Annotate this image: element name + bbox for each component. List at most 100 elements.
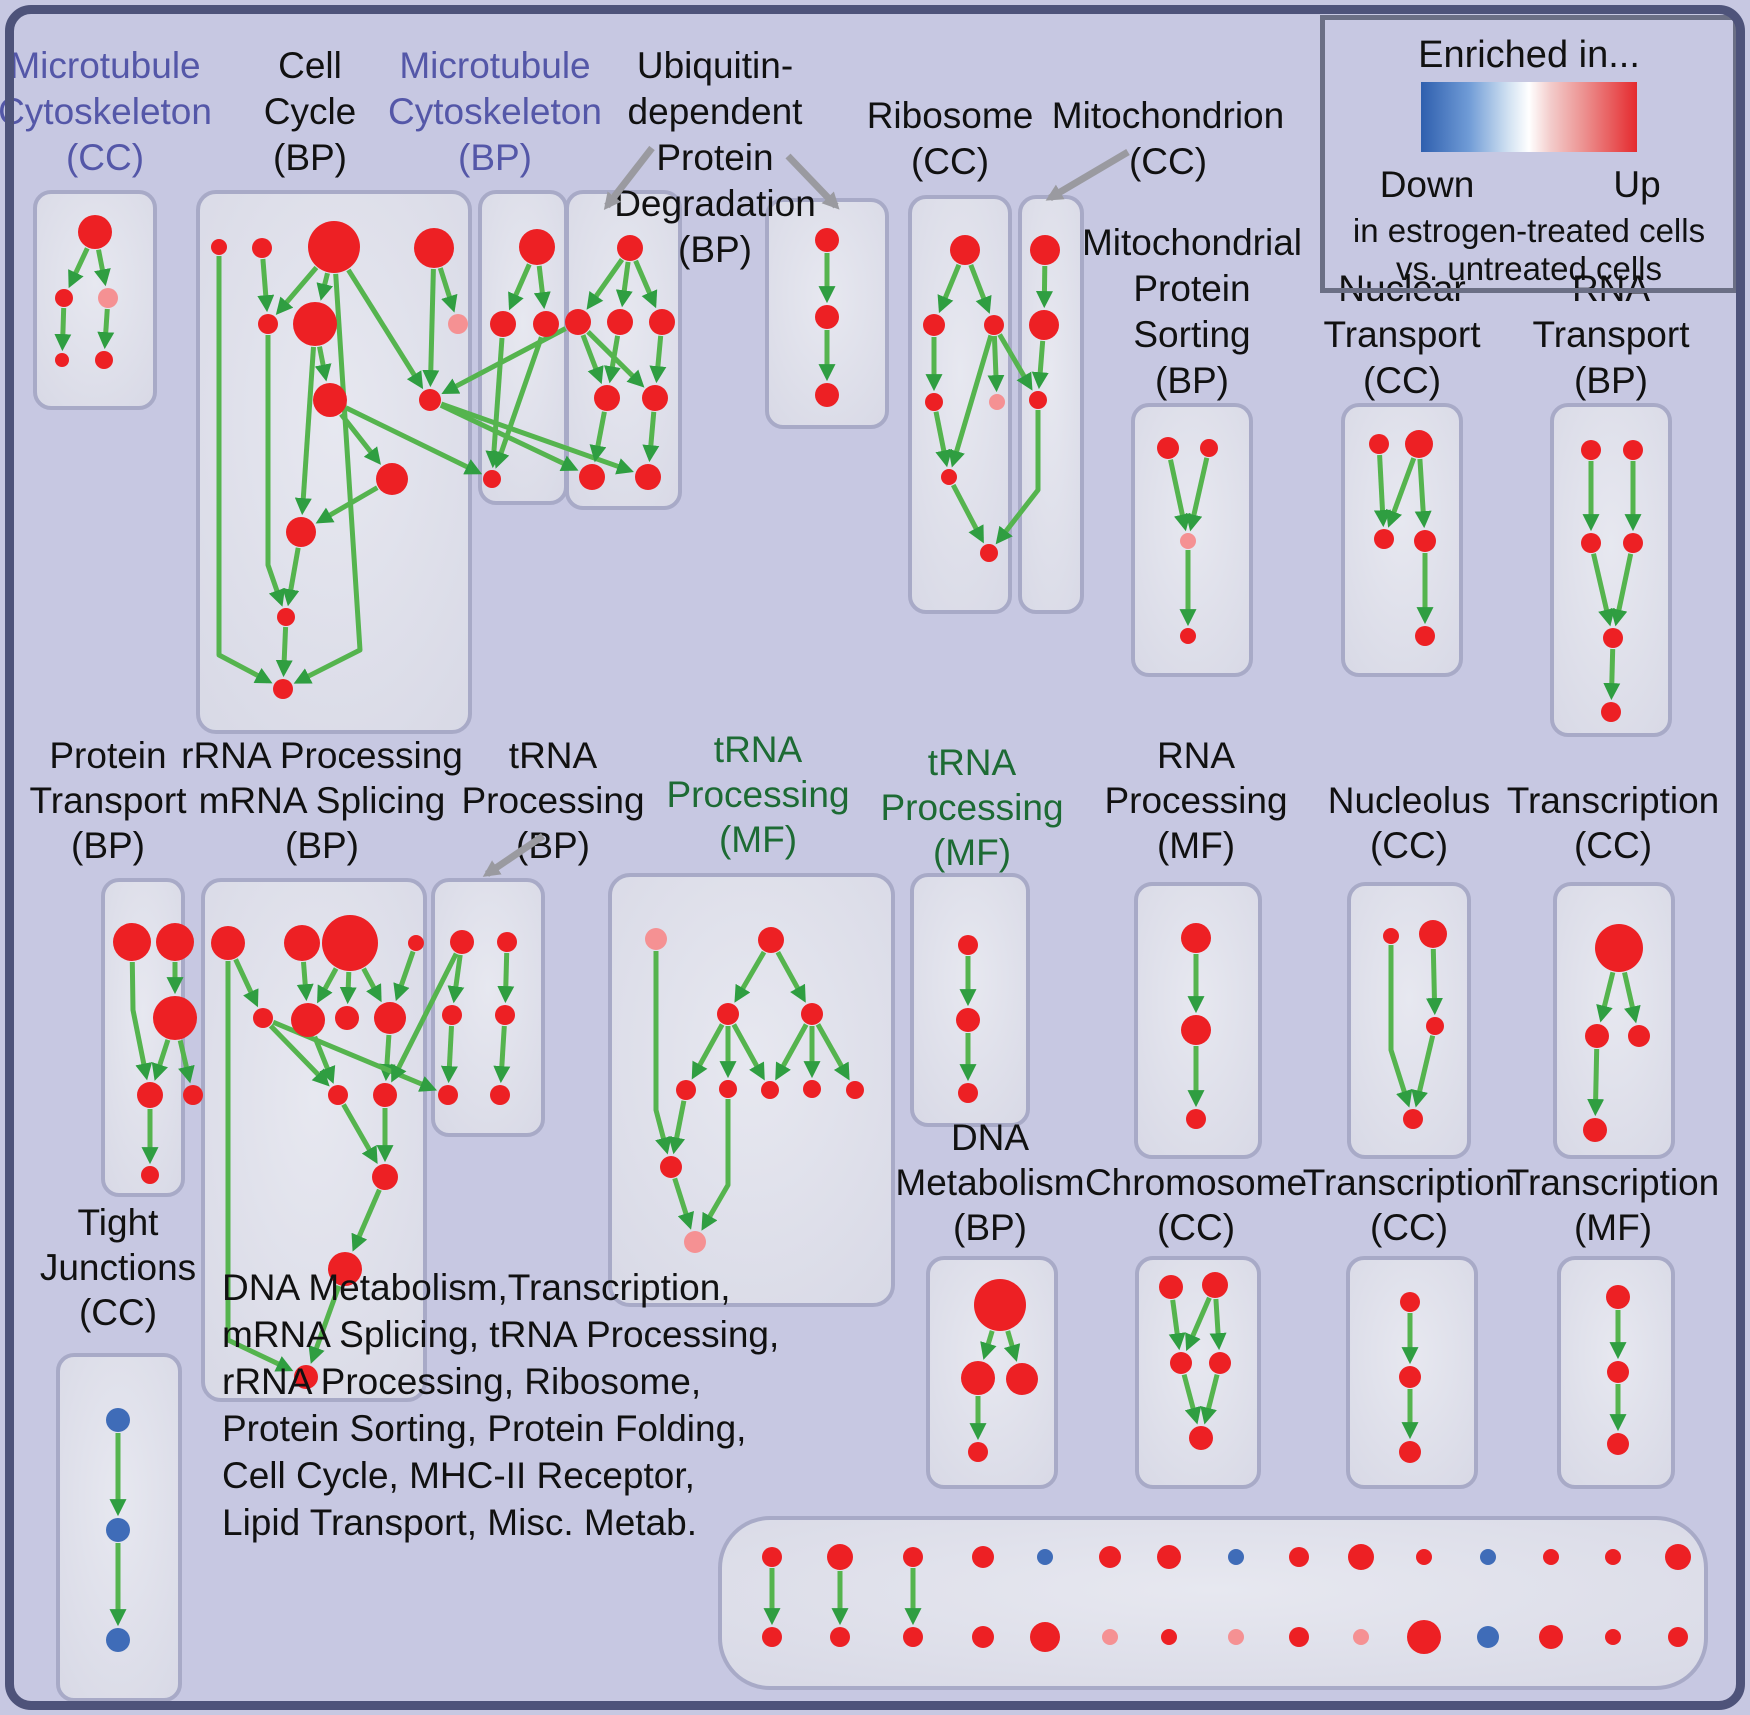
go-term-node-rr8[interactable]: [374, 1002, 406, 1034]
go-term-node-s8t[interactable]: [1228, 1549, 1244, 1565]
go-term-node-mc2[interactable]: [1029, 310, 1059, 340]
go-term-node-s13t[interactable]: [1543, 1549, 1559, 1565]
go-term-node-ms4[interactable]: [1180, 628, 1196, 644]
go-term-node-s12t[interactable]: [1480, 1549, 1496, 1565]
go-term-node-nt4[interactable]: [1414, 530, 1436, 552]
go-term-node-rb3[interactable]: [984, 315, 1004, 335]
go-term-node-rb4[interactable]: [925, 393, 943, 411]
go-term-node-s3t[interactable]: [903, 1547, 923, 1567]
go-term-node-m2[interactable]: [55, 289, 73, 307]
go-term-node-tf1[interactable]: [645, 928, 667, 950]
go-term-node-nt5[interactable]: [1415, 626, 1435, 646]
go-term-node-nt1[interactable]: [1369, 434, 1389, 454]
go-term-node-rt4[interactable]: [1623, 533, 1643, 553]
go-term-node-pt1[interactable]: [113, 923, 151, 961]
go-term-node-nl3[interactable]: [1426, 1017, 1444, 1035]
go-term-node-u4b[interactable]: [635, 464, 661, 490]
go-term-node-s11b[interactable]: [1407, 1620, 1441, 1654]
go-term-node-tf11[interactable]: [684, 1231, 706, 1253]
go-term-node-rb5[interactable]: [989, 394, 1005, 410]
go-term-node-s4b[interactable]: [972, 1626, 994, 1648]
go-term-node-tx2[interactable]: [1607, 1361, 1629, 1383]
go-term-node-tr3[interactable]: [1399, 1441, 1421, 1463]
go-term-node-u2b[interactable]: [607, 309, 633, 335]
go-term-node-rb2[interactable]: [923, 314, 945, 336]
go-term-node-rr13[interactable]: [294, 1365, 318, 1389]
go-term-node-rr7[interactable]: [335, 1006, 359, 1030]
go-term-node-cc2[interactable]: [252, 238, 272, 258]
go-term-node-s4t[interactable]: [972, 1546, 994, 1568]
go-term-node-s5b[interactable]: [1030, 1622, 1060, 1652]
go-term-node-cc8[interactable]: [313, 383, 347, 417]
go-term-node-rp3[interactable]: [1186, 1109, 1206, 1129]
go-term-node-rp2[interactable]: [1181, 1015, 1211, 1045]
go-term-node-pt4[interactable]: [137, 1082, 163, 1108]
go-term-node-s13b[interactable]: [1539, 1625, 1563, 1649]
go-term-node-d3[interactable]: [1006, 1363, 1038, 1395]
go-term-node-s7b[interactable]: [1161, 1629, 1177, 1645]
go-term-node-pt6[interactable]: [141, 1166, 159, 1184]
go-term-node-s7t[interactable]: [1157, 1545, 1181, 1569]
go-term-node-ms3[interactable]: [1180, 533, 1196, 549]
go-term-node-ms1[interactable]: [1157, 437, 1179, 459]
go-term-node-u2c[interactable]: [649, 309, 675, 335]
go-term-node-v3[interactable]: [815, 383, 839, 407]
go-term-node-v1[interactable]: [815, 228, 839, 252]
go-term-node-pt3[interactable]: [153, 996, 197, 1040]
go-term-node-nl4[interactable]: [1403, 1109, 1423, 1129]
go-term-node-d2[interactable]: [961, 1361, 995, 1395]
go-term-node-tg2[interactable]: [956, 1008, 980, 1032]
go-term-node-tj1[interactable]: [106, 1408, 130, 1432]
go-term-node-tj3[interactable]: [106, 1628, 130, 1652]
go-term-node-m1[interactable]: [78, 215, 112, 249]
go-term-node-tf10[interactable]: [660, 1156, 682, 1178]
go-term-node-rb1[interactable]: [950, 235, 980, 265]
go-term-node-rp1[interactable]: [1181, 923, 1211, 953]
go-term-node-rt3[interactable]: [1581, 533, 1601, 553]
go-term-node-s1b[interactable]: [762, 1627, 782, 1647]
go-term-node-u3b[interactable]: [642, 385, 668, 411]
go-term-node-tc3[interactable]: [1628, 1025, 1650, 1047]
go-term-node-rr12[interactable]: [328, 1252, 362, 1286]
go-term-node-rt1[interactable]: [1581, 440, 1601, 460]
go-term-node-ch2[interactable]: [1202, 1272, 1228, 1298]
go-term-node-tg3[interactable]: [958, 1083, 978, 1103]
go-term-node-rr4[interactable]: [408, 935, 424, 951]
go-term-node-cc3[interactable]: [308, 221, 360, 273]
go-term-node-rb7[interactable]: [980, 544, 998, 562]
go-term-node-mt2[interactable]: [490, 311, 516, 337]
go-term-node-s9b[interactable]: [1289, 1627, 1309, 1647]
go-term-node-tf9[interactable]: [846, 1081, 864, 1099]
go-term-node-rr2[interactable]: [284, 925, 320, 961]
go-term-node-mc3[interactable]: [1029, 391, 1047, 409]
go-term-node-tf2[interactable]: [758, 927, 784, 953]
go-term-node-ch3[interactable]: [1170, 1352, 1192, 1374]
go-term-node-tp6[interactable]: [490, 1085, 510, 1105]
go-term-node-tf6[interactable]: [719, 1080, 737, 1098]
go-term-node-rr6[interactable]: [291, 1003, 325, 1037]
go-term-node-mt4[interactable]: [483, 470, 501, 488]
go-term-node-tc4[interactable]: [1583, 1118, 1607, 1142]
go-term-node-tr2[interactable]: [1399, 1366, 1421, 1388]
go-term-node-rt6[interactable]: [1601, 702, 1621, 722]
go-term-node-cc12[interactable]: [277, 608, 295, 626]
go-term-node-tf7[interactable]: [761, 1081, 779, 1099]
go-term-node-mc1[interactable]: [1030, 235, 1060, 265]
go-term-node-s3b[interactable]: [903, 1627, 923, 1647]
go-term-node-tx1[interactable]: [1606, 1285, 1630, 1309]
go-term-node-s5t[interactable]: [1037, 1549, 1053, 1565]
go-term-node-rt5[interactable]: [1603, 628, 1623, 648]
go-term-node-tp4[interactable]: [495, 1005, 515, 1025]
go-term-node-u2a[interactable]: [565, 309, 591, 335]
go-term-node-s11t[interactable]: [1416, 1549, 1432, 1565]
go-term-node-cc4[interactable]: [414, 228, 454, 268]
go-term-node-rr11[interactable]: [372, 1164, 398, 1190]
go-term-node-nt3[interactable]: [1374, 529, 1394, 549]
go-term-node-pt2[interactable]: [156, 923, 194, 961]
go-term-node-s10b[interactable]: [1353, 1629, 1369, 1645]
go-term-node-s10t[interactable]: [1348, 1544, 1374, 1570]
go-term-node-ms2[interactable]: [1200, 439, 1218, 457]
go-term-node-m4[interactable]: [55, 353, 69, 367]
go-term-node-tx3[interactable]: [1607, 1433, 1629, 1455]
go-term-node-rt2[interactable]: [1623, 440, 1643, 460]
